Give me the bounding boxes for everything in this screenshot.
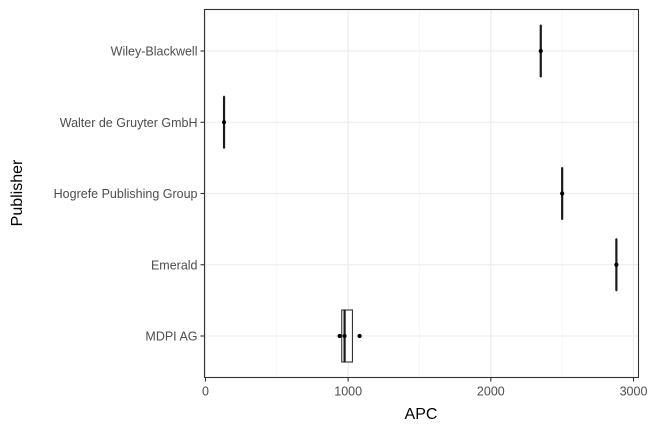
outlier-point — [539, 49, 543, 53]
x-tick-label: 2000 — [477, 385, 505, 399]
box-group — [539, 25, 543, 77]
y-tick-label: Emerald — [151, 258, 198, 272]
box-group — [222, 96, 226, 148]
y-tick-label: Wiley-Blackwell — [111, 45, 198, 59]
x-axis-title: APC — [405, 406, 438, 423]
outlier-point — [222, 120, 226, 124]
y-tick-label: Hogrefe Publishing Group — [54, 187, 198, 201]
y-axis-title: Publisher — [9, 159, 26, 226]
y-tick-label: Walter de Gruyter GmbH — [60, 116, 198, 130]
x-tick-label: 1000 — [334, 385, 362, 399]
box-group — [560, 168, 564, 220]
outlier-point — [560, 191, 564, 195]
y-tick-label: MDPI AG — [145, 330, 197, 344]
outlier-point — [343, 334, 347, 338]
x-tick-label: 0 — [202, 385, 209, 399]
outlier-point — [338, 334, 342, 338]
box-group — [338, 310, 362, 362]
outlier-point — [357, 334, 361, 338]
x-tick-label: 3000 — [620, 385, 648, 399]
box-group — [614, 239, 618, 291]
outlier-point — [614, 263, 618, 267]
grid — [205, 10, 639, 378]
